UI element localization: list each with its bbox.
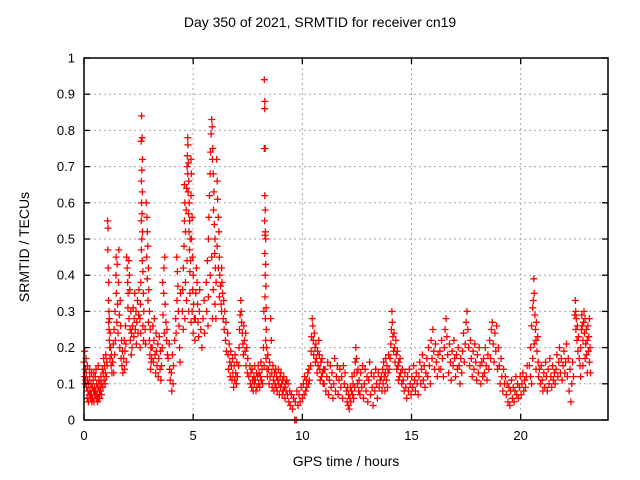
x-tick-label: 10	[295, 428, 309, 443]
chart-title: Day 350 of 2021, SRMTID for receiver cn1…	[183, 14, 457, 30]
y-tick-label: 0.4	[57, 268, 75, 283]
y-tick-label: 0.9	[57, 87, 75, 102]
y-tick-label: 0.1	[57, 376, 75, 391]
y-tick-label: 0	[68, 413, 75, 428]
y-tick-label: 0.8	[57, 123, 75, 138]
x-tick-label: 15	[404, 428, 418, 443]
y-axis-label: SRMTID / TECUs	[16, 191, 32, 303]
y-tick-label: 0.6	[57, 195, 75, 210]
x-axis-label: GPS time / hours	[292, 453, 400, 469]
y-tick-label: 0.7	[57, 159, 75, 174]
scatter-points	[80, 76, 594, 424]
x-tick-label: 0	[80, 428, 87, 443]
y-tick-label: 0.3	[57, 304, 75, 319]
y-tick-label: 0.2	[57, 340, 75, 355]
y-tick-label: 1	[68, 51, 75, 66]
x-tick-label: 5	[190, 428, 197, 443]
y-tick-label: 0.5	[57, 232, 75, 247]
x-tick-label: 20	[513, 428, 527, 443]
